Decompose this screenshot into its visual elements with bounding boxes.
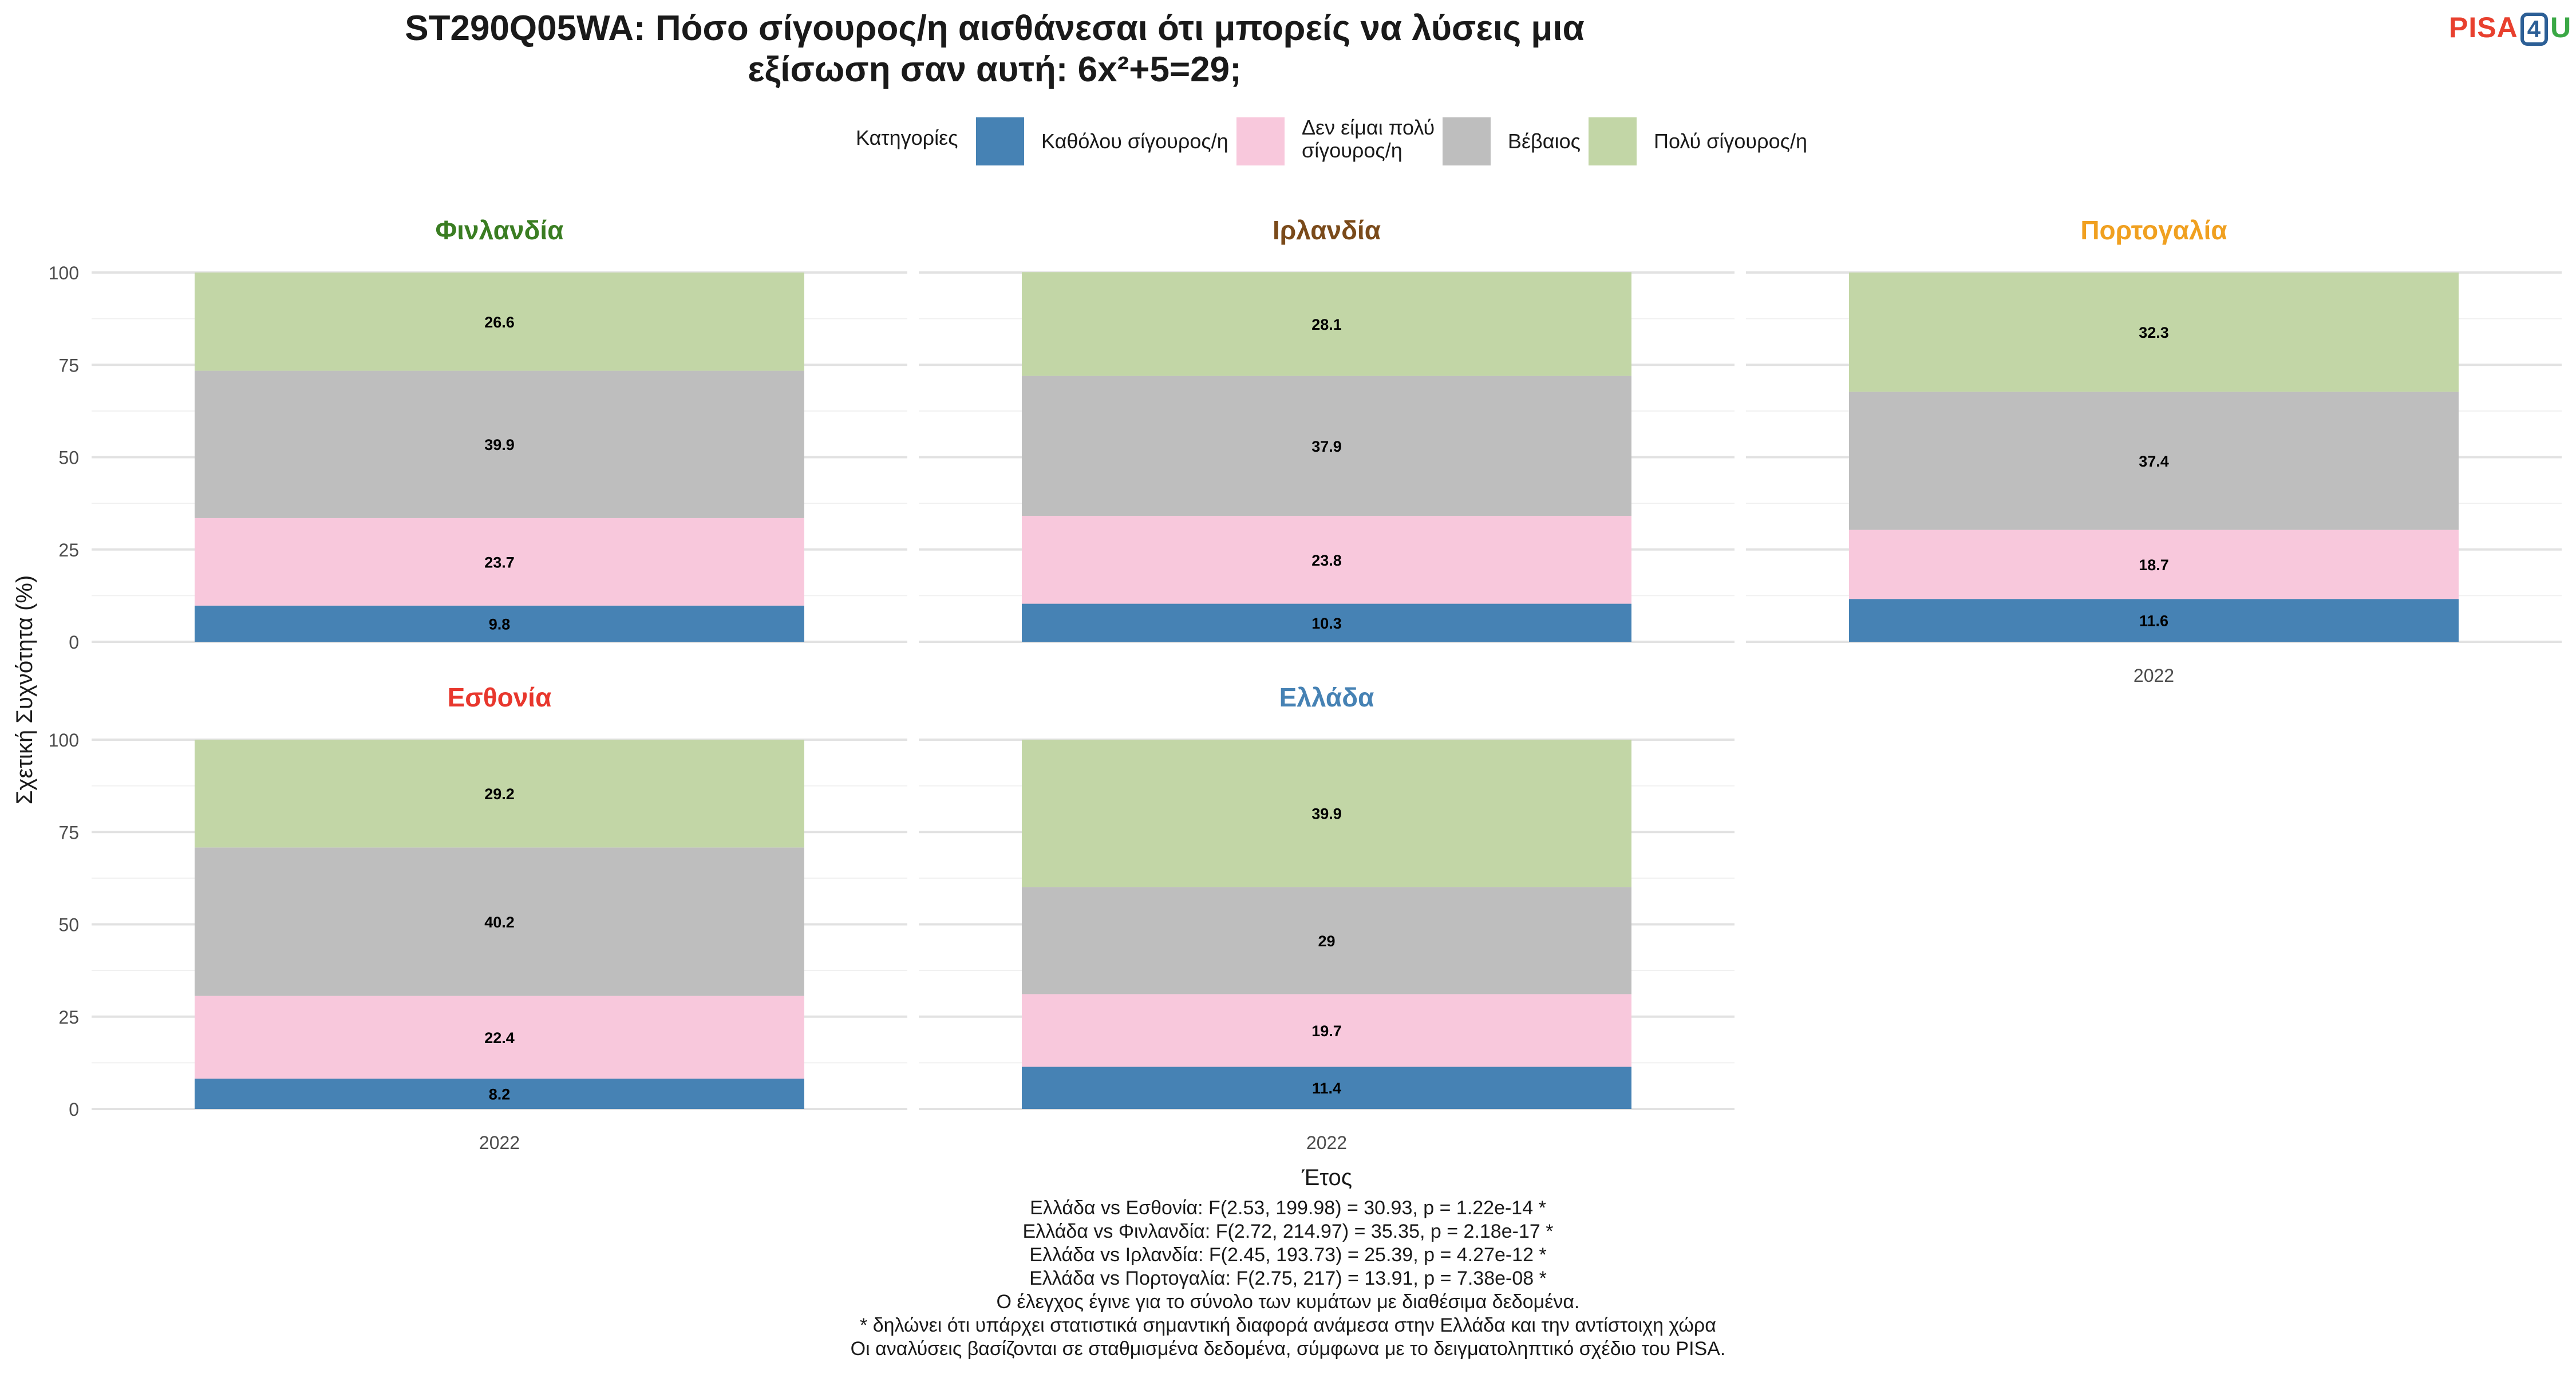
chart-title-line-1: ST290Q05WA: Πόσο σίγουρος/η αισθάνεσαι ό… (405, 9, 1585, 48)
y-tick-label: 75 (58, 822, 79, 843)
bar-segment (1849, 392, 2459, 530)
legend-label-2-line-1: Δεν είμαι πολύ (1302, 116, 1435, 139)
y-axis-title: Σχετική Συχνότητα (%) (12, 575, 37, 805)
footnote-6: * δηλώνει ότι υπάρχει στατιστικά σημαντι… (860, 1314, 1716, 1336)
bar-segment (1022, 994, 1631, 1067)
bar-segment (1022, 740, 1631, 887)
bar-value-label: 39.9 (484, 436, 515, 453)
legend-swatch-2 (1236, 117, 1285, 165)
bar-segment (1022, 272, 1631, 376)
bar-value-label: 40.2 (484, 914, 515, 931)
legend-label-4: Πολύ σίγουρος/η (1654, 129, 1807, 153)
x-tick-label: 2022 (479, 1132, 520, 1153)
bar-value-label: 39.9 (1311, 806, 1342, 823)
facet-title: Εσθονία (448, 682, 552, 712)
footnote-3: Ελλάδα vs Ιρλανδία: F(2.45, 193.73) = 25… (1029, 1244, 1547, 1266)
bar-segment (1849, 530, 2459, 599)
bar-segment (195, 273, 804, 371)
bar-value-label: 29.2 (484, 785, 515, 803)
facet-1: 0 25 50 75 100 Φινλανδία 9.8 23.7 39.9 26.6 (49, 215, 907, 653)
bar-segment (195, 740, 804, 848)
x-tick-label: 2022 (2134, 665, 2174, 686)
legend: Κατηγορίες Καθόλου σίγουρος/η Δεν είμαι πο… (856, 116, 1807, 165)
bar-value-label: 10.3 (1311, 615, 1342, 632)
bar-value-label: 29 (1318, 933, 1335, 950)
bar-segment (1849, 599, 2459, 642)
bar-segment (1849, 273, 2459, 392)
bar-value-label: 11.4 (1312, 1080, 1341, 1097)
y-tick-label: 25 (58, 540, 79, 560)
facet-title: Πορτογαλία (2080, 215, 2227, 245)
bar-segment (195, 996, 804, 1079)
y-tick-label: 0 (69, 632, 79, 653)
y-tick-label: 75 (58, 355, 79, 376)
facet-3: Πορτογαλία 11.6 18.7 37.4 32.3 2022 (1746, 215, 2562, 686)
chart-area: Κατηγορίες Καθόλου σίγουρος/η Δεν είμαι πο… (12, 116, 2562, 1190)
facets: 0 25 50 75 100 Φινλανδία 9.8 23.7 39.9 26.6 Ιρλανδ… (49, 215, 2562, 1153)
y-tick-label: 50 (58, 915, 79, 935)
bar-value-label: 23.7 (484, 554, 515, 571)
bar-value-label: 37.9 (1311, 438, 1342, 455)
legend-title: Κατηγορίες (856, 126, 958, 149)
y-tick-label: 100 (49, 730, 79, 751)
footnotes: Ελλάδα vs Εσθονία: F(2.53, 199.98) = 30.… (0, 1197, 2576, 1361)
y-tick-label: 0 (69, 1099, 79, 1120)
bar-segment (1022, 376, 1631, 516)
bar-segment (195, 605, 804, 642)
chart-title-line-2: εξίσωση σαν αυτή: 6x²+5=29; (748, 50, 1242, 89)
chart-title: ST290Q05WA: Πόσο σίγουρος/η αισθάνεσαι ό… (0, 8, 1989, 90)
axis-labels: Έτος Σχετική Συχνότητα (%) (12, 575, 1352, 1190)
legend-swatch-3 (1443, 117, 1491, 165)
bar-value-label: 37.4 (2139, 453, 2169, 470)
bar-value-label: 28.1 (1311, 316, 1342, 333)
footnote-5: Ο έλεγχος έγινε για το σύνολο των κυμάτω… (996, 1291, 1580, 1313)
pisa4u-logo: PISA 4 U (2449, 9, 2571, 46)
legend-swatch-1 (976, 117, 1024, 165)
footnote-2: Ελλάδα vs Φινλανδία: F(2.72, 214.97) = 3… (1022, 1221, 1554, 1242)
bar-value-label: 11.6 (2139, 613, 2168, 630)
facet-title: Φινλανδία (436, 215, 564, 245)
bar-segment (195, 847, 804, 996)
bar-segment (1022, 887, 1631, 994)
bar-value-label: 9.8 (489, 615, 511, 633)
facet-5: Ελλάδα 11.4 19.7 29 39.9 2022 (919, 682, 1735, 1153)
bar-value-label: 18.7 (2139, 556, 2169, 574)
bar-segment (1022, 1067, 1631, 1109)
y-tick-label: 50 (58, 448, 79, 468)
footnote-1: Ελλάδα vs Εσθονία: F(2.53, 199.98) = 30.… (1030, 1197, 1546, 1219)
legend-label-3: Βέβαιος (1508, 129, 1581, 153)
bar-value-label: 26.6 (484, 314, 515, 331)
bar-segment (195, 370, 804, 518)
y-tick-label: 25 (58, 1007, 79, 1028)
x-tick-label: 2022 (1306, 1132, 1347, 1153)
x-axis-title: Έτος (1301, 1165, 1352, 1190)
facet-title: Ιρλανδία (1273, 215, 1381, 245)
legend-label-1: Καθόλου σίγουρος/η (1041, 129, 1228, 153)
facet-title: Ελλάδα (1279, 682, 1374, 712)
bar-value-label: 8.2 (489, 1086, 511, 1103)
bar-segment (1022, 603, 1631, 642)
footnote-7: Οι αναλύσεις βασίζονται σε σταθμισμένα δ… (850, 1338, 1726, 1360)
facet-2: Ιρλανδία 10.3 23.8 37.9 28.1 (919, 215, 1735, 643)
bar-segment (195, 518, 804, 606)
legend-swatch-4 (1589, 117, 1637, 165)
bar-value-label: 32.3 (2139, 324, 2169, 341)
logo-text-pisa: PISA (2449, 11, 2518, 44)
logo-text-four: 4 (2520, 13, 2549, 46)
bar-value-label: 22.4 (484, 1029, 515, 1047)
footnote-4: Ελλάδα vs Πορτογαλία: F(2.75, 217) = 13.… (1029, 1268, 1547, 1289)
facet-4: 0 25 50 75 100 Εσθονία 8.2 22.4 40.2 29.2 2022 (49, 682, 907, 1153)
y-tick-label: 100 (49, 263, 79, 283)
bar-segment (1022, 516, 1631, 604)
logo-text-u: U (2550, 11, 2572, 44)
bar-value-label: 23.8 (1311, 552, 1342, 569)
bar-segment (195, 1079, 804, 1109)
bar-value-label: 19.7 (1311, 1022, 1342, 1040)
legend-label-2-line-2: σίγουρος/η (1302, 139, 1402, 162)
